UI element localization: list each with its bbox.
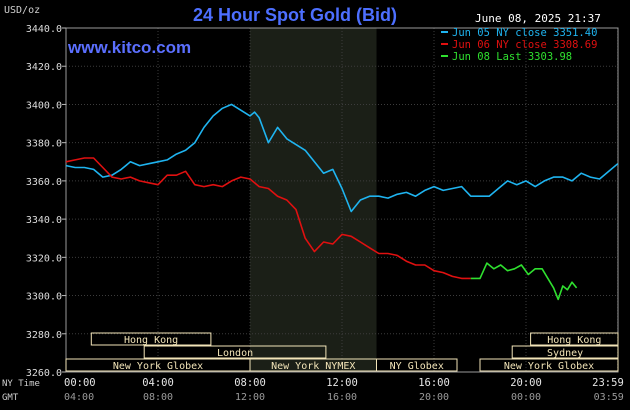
market-session-box — [511, 345, 619, 359]
market-session-box — [90, 332, 212, 346]
y-tick-label: 3440.0 — [26, 24, 62, 35]
y-tick-label: 3340.0 — [26, 215, 62, 226]
series-line-jun05 — [65, 103, 619, 213]
market-session-label: New York Globex — [504, 361, 594, 372]
x-axis-row-label: NY Time — [2, 379, 40, 389]
x-tick-label: 23:59 — [592, 377, 624, 389]
y-tick-label: 3260.0 — [26, 368, 62, 379]
chart-title: 24 Hour Spot Gold (Bid) — [193, 5, 397, 25]
market-session-label: New York Globex — [113, 361, 203, 372]
legend-entry-jun06: Jun 06 NY close 3308.69 — [452, 39, 597, 51]
market-session-box — [143, 345, 327, 359]
legend-entry-jun08: Jun 08 Last 3303.98 — [452, 51, 572, 63]
series-line-jun08 — [470, 262, 578, 301]
x-tick-label: 00:00 — [64, 377, 96, 389]
chart-datetime: June 08, 2025 21:37 — [475, 12, 601, 25]
market-session-label: Hong Kong — [547, 335, 601, 346]
series-line-jun06 — [65, 157, 471, 280]
market-session-label: Sydney — [547, 348, 583, 359]
x-tick-label: 16:00 — [418, 377, 450, 389]
x-axis-row-label: GMT — [2, 393, 19, 403]
x-tick-label: 08:00 — [234, 377, 266, 389]
y-tick-label: 3360.0 — [26, 177, 62, 188]
market-session-label: Hong Kong — [124, 335, 178, 346]
y-tick-label: 3300.0 — [26, 292, 62, 303]
market-session-label: NY Globex — [390, 361, 444, 372]
market-session-label: London — [217, 348, 253, 359]
market-session-label: New York NYMEX — [271, 361, 355, 372]
plot-frame — [65, 27, 619, 373]
x-tick-label: 04:00 — [142, 377, 174, 389]
x-tick-label: 20:00 — [510, 377, 542, 389]
y-tick-label: 3280.0 — [26, 330, 62, 341]
x-tick-label: 12:00 — [326, 377, 358, 389]
x-tick-label: 20:00 — [419, 392, 449, 403]
x-tick-label: 16:00 — [327, 392, 357, 403]
y-axis-unit: USD/oz — [4, 5, 41, 16]
legend-entry-jun05: Jun 05 NY close 3351.40 — [452, 27, 597, 39]
market-session-box — [479, 358, 619, 372]
y-tick-label: 3380.0 — [26, 139, 62, 150]
market-session-box — [376, 358, 458, 372]
y-tick-label: 3420.0 — [26, 62, 62, 73]
nymex-shaded-region — [250, 28, 377, 372]
market-session-box — [530, 332, 619, 346]
y-tick-label: 3400.0 — [26, 100, 62, 111]
x-tick-label: 00:00 — [511, 392, 541, 403]
x-tick-label: 12:00 — [235, 392, 265, 403]
x-tick-label: 08:00 — [143, 392, 173, 403]
site-watermark: www.kitco.com — [68, 38, 192, 57]
x-tick-label: 04:00 — [64, 392, 94, 403]
y-tick-label: 3320.0 — [26, 253, 62, 264]
x-tick-label: 03:59 — [594, 392, 624, 403]
